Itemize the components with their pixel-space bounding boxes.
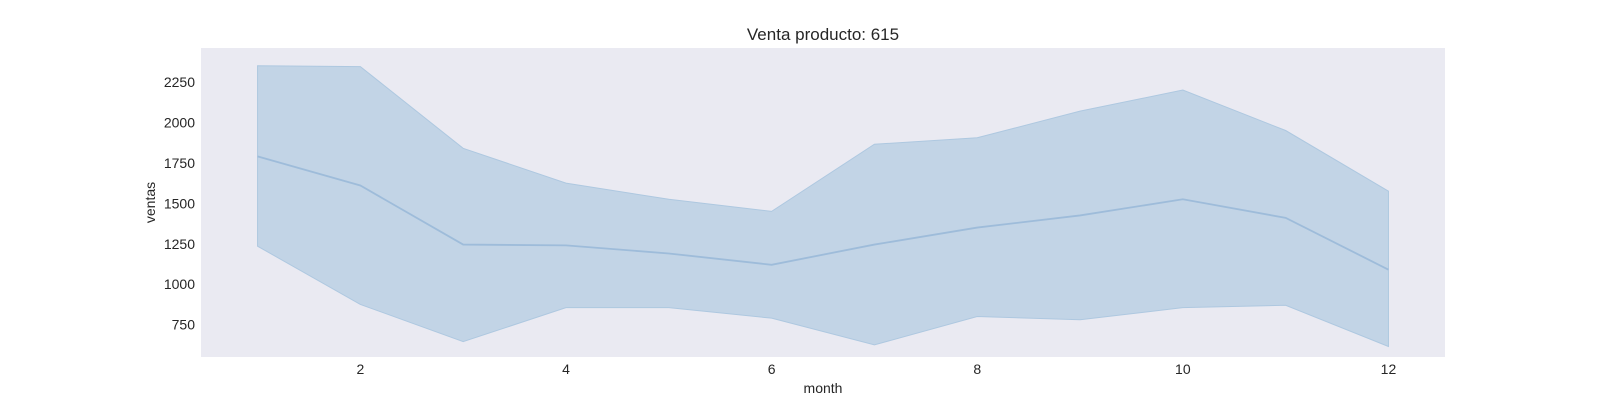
y-tick-label: 750	[172, 317, 196, 333]
y-tick-label: 1000	[164, 276, 195, 292]
x-tick-label: 4	[562, 361, 570, 377]
y-tick-label: 2000	[164, 114, 195, 130]
x-tick-label: 12	[1381, 361, 1397, 377]
confidence-band	[257, 65, 1389, 348]
x-tick-label: 10	[1175, 361, 1191, 377]
chart-title: Venta producto: 615	[747, 25, 899, 44]
y-tick-label: 1250	[164, 236, 195, 252]
series-line	[257, 155, 1389, 271]
y-axis-label: ventas	[142, 182, 158, 223]
x-tick-label: 8	[973, 361, 981, 377]
x-tick-label: 6	[768, 361, 776, 377]
y-tick-label: 2250	[164, 74, 195, 90]
y-tick-label: 1500	[164, 195, 195, 211]
y-tick-labels: 750 1000 1250 1500 1750 2000 2250	[164, 74, 195, 333]
x-axis-label: month	[804, 380, 843, 396]
y-tick-label: 1750	[164, 155, 195, 171]
x-tick-label: 2	[356, 361, 364, 377]
x-tick-labels: 2 4 6 8 10 12	[356, 361, 1396, 377]
series-line-layer	[257, 155, 1389, 271]
confidence-band-layer	[257, 65, 1389, 348]
